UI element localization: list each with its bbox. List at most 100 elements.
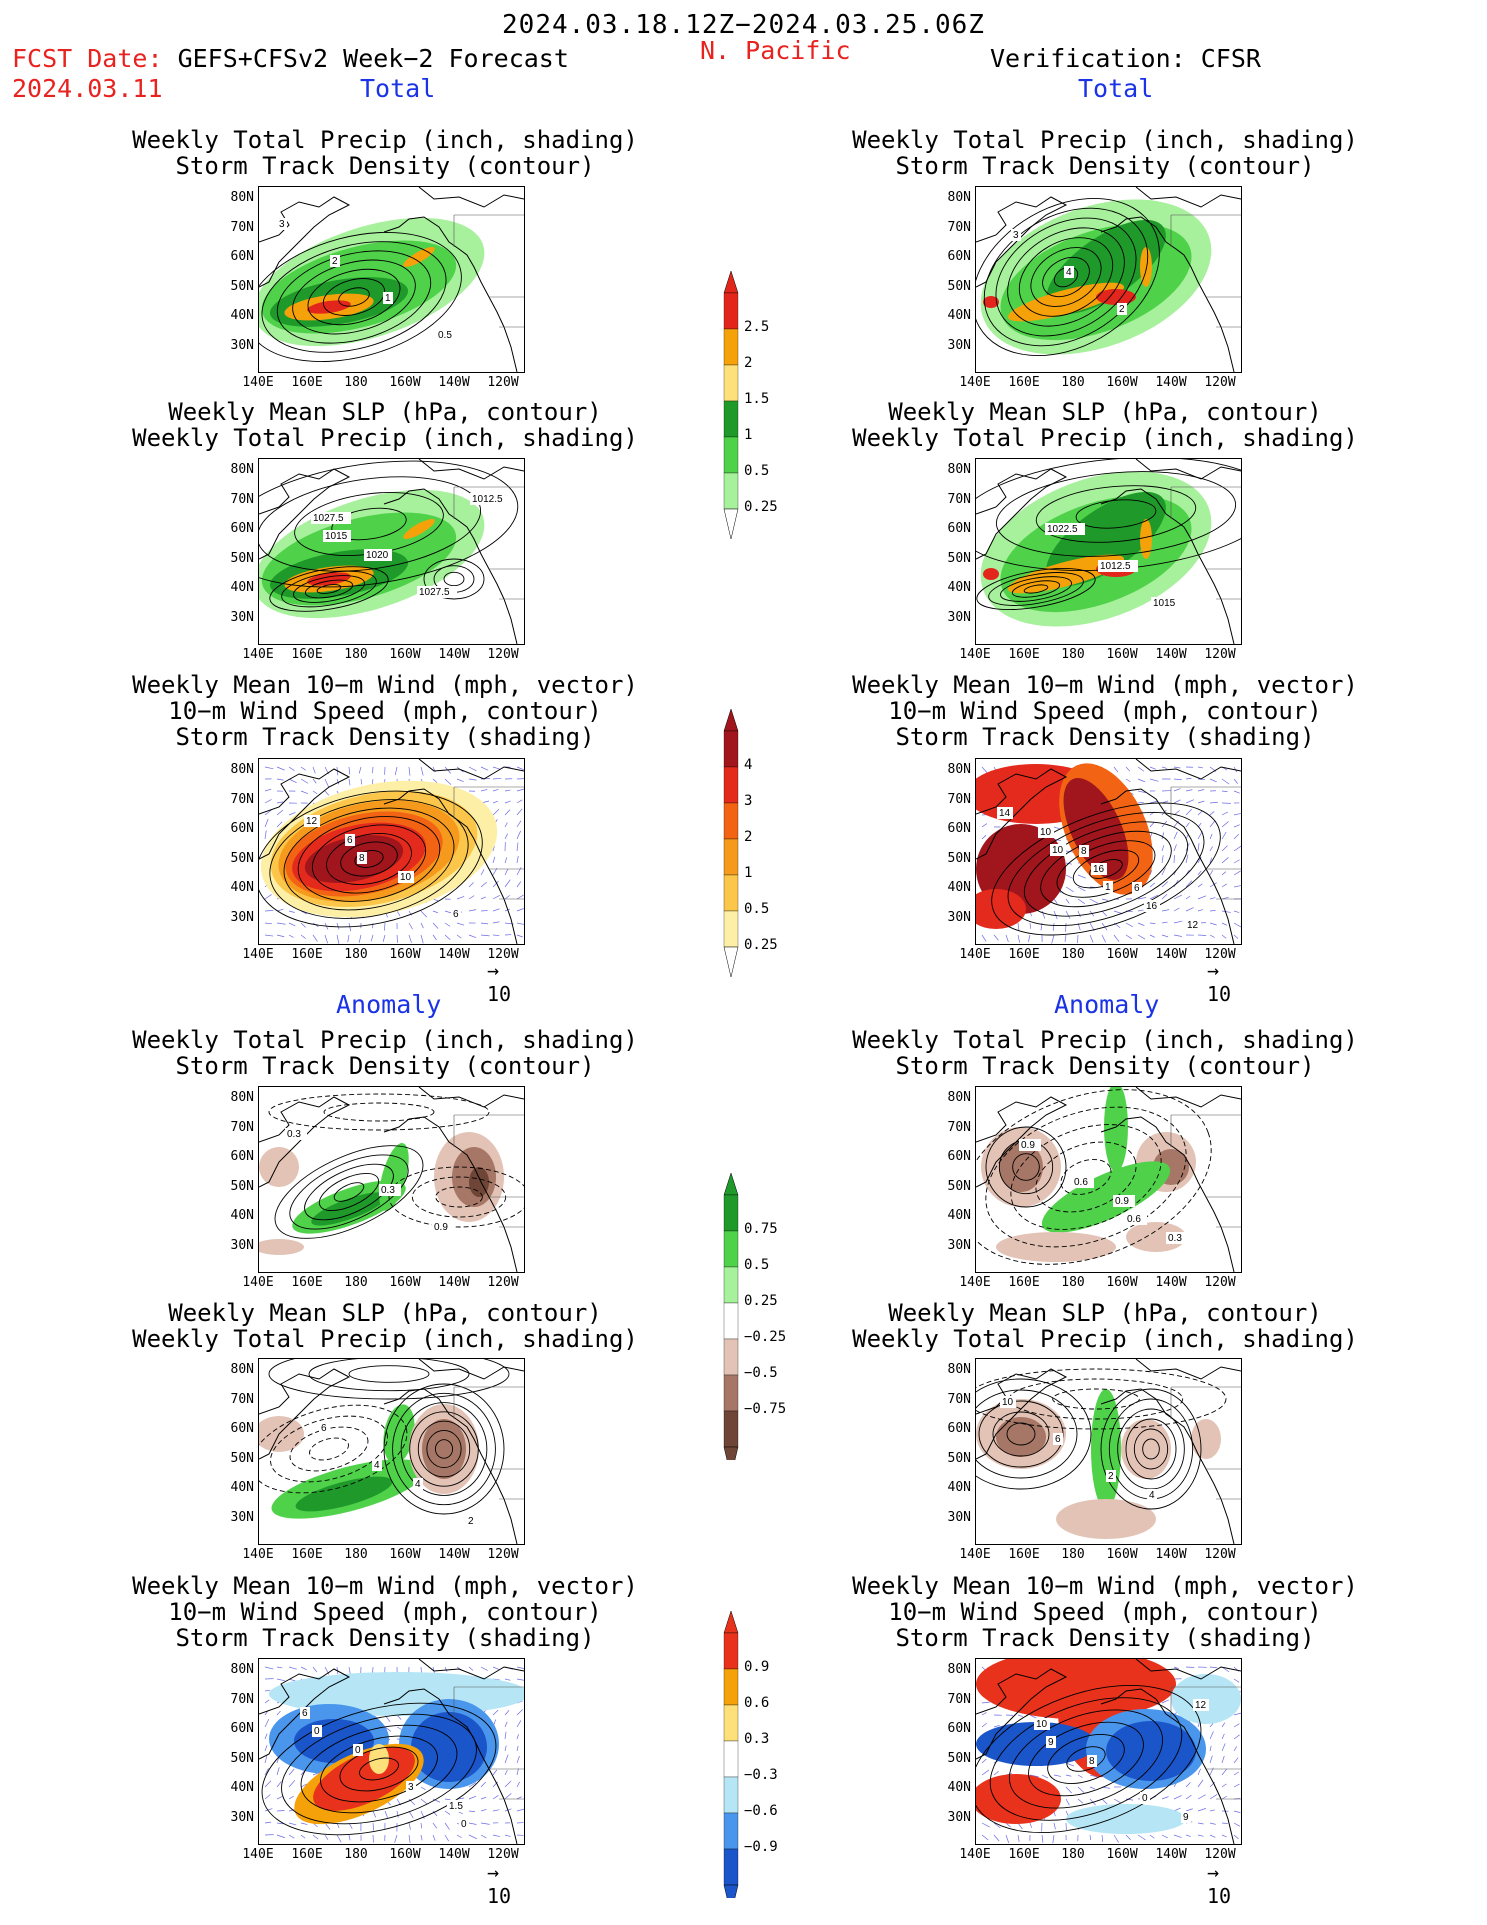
map-canvas: 1022.5 1012.5 1015	[976, 459, 1241, 644]
colorbar-segment	[723, 364, 739, 402]
lon-tick-label: 160W	[1106, 1547, 1138, 1562]
lon-tick-label: 160W	[389, 1547, 421, 1562]
lon-tick-label: 140W	[438, 1847, 470, 1862]
colorbar-tick-label: 0.3	[744, 1731, 770, 1747]
lon-tick-label: 140E	[242, 1547, 274, 1562]
lat-tick-label: 30N	[230, 1509, 254, 1525]
contour-label: 6	[1055, 1434, 1061, 1445]
vector-ref-label: 10	[487, 1884, 512, 1908]
lon-tick-label: 140W	[1155, 1847, 1187, 1862]
lat-tick-label: 80N	[230, 1662, 254, 1677]
lat-tick-label: 60N	[230, 821, 254, 836]
contour-label: 14	[999, 808, 1011, 819]
lat-tick-label: 60N	[947, 249, 971, 264]
lon-tick-label: 180	[1061, 1547, 1085, 1562]
map-panel-fr1: 3 4 2	[975, 186, 1242, 373]
colorbar-segment	[723, 472, 739, 510]
colorbar-segment	[723, 1668, 739, 1706]
contour-label: 2	[468, 1516, 474, 1527]
lat-tick-label: 40N	[230, 1480, 254, 1495]
vector-ref-label: 10	[487, 982, 512, 1006]
colorbar-tick-label: 0.75	[744, 1221, 778, 1237]
contour-label: 10	[1040, 827, 1052, 838]
vector-ref-arrow: → 10	[487, 958, 512, 1006]
colorbar-tick-label: 2	[744, 829, 753, 845]
contour-label: 2	[1108, 1471, 1114, 1482]
contour-label: 1015	[1153, 598, 1176, 609]
caption-anom-fcst-slp-precip: Weekly Mean SLP (hPa, contour) Weekly To…	[132, 1299, 638, 1353]
lat-tick-label: 50N	[947, 1450, 971, 1466]
map-panel-ar1: 0.9 0.3 0.9 0.6 0.6	[975, 1086, 1242, 1273]
contour-label: 6	[302, 1708, 308, 1719]
map-panel-al1: 0.3 0.9 0.3	[258, 1086, 525, 1273]
contour-label: 1015	[325, 531, 348, 542]
colorbar-tick-label: −0.75	[744, 1401, 787, 1417]
lon-tick-label: 120W	[487, 1547, 519, 1562]
colorbar-segment	[723, 874, 739, 912]
lon-tick-label: 160E	[291, 1547, 323, 1562]
contour-label: 4	[1066, 267, 1072, 278]
map-panel-fl1: 3 2 1 0.5	[258, 186, 525, 373]
map-panel-ar2: 4 10 6 2	[975, 1358, 1242, 1545]
lat-tick-label: 30N	[947, 1509, 971, 1525]
lat-tick-label: 40N	[947, 580, 971, 595]
verification-title: Verification: CFSR	[990, 44, 1261, 73]
lat-tick-label: 60N	[230, 249, 254, 264]
lon-tick-label: 160E	[291, 1847, 323, 1862]
caption-verif-slp-precip: Weekly Mean SLP (hPa, contour) Weekly To…	[852, 398, 1358, 452]
lat-tick-label: 80N	[947, 1090, 971, 1105]
lat-tick-label: 30N	[230, 337, 254, 353]
lon-tick-label: 180	[344, 647, 368, 662]
lat-tick-label: 30N	[230, 609, 254, 625]
contour-label: 1027.5	[419, 587, 450, 598]
lon-tick-label: 160W	[1106, 947, 1138, 962]
lon-tick-label: 180	[1061, 647, 1085, 662]
lon-tick-label: 140E	[959, 1847, 991, 1862]
lon-tick-label: 120W	[1204, 1547, 1236, 1562]
map-panel-fr3: 8 6 12 10 16 16 14 10 1	[975, 758, 1242, 945]
lon-tick-label: 140E	[959, 947, 991, 962]
lat-tick-label: 40N	[230, 308, 254, 323]
map-panel-al2: 4 2 6 4	[258, 1358, 525, 1545]
contour-label: 4	[415, 1479, 421, 1490]
contour-label: 0.6	[1074, 1177, 1088, 1188]
region-title: N. Pacific	[700, 36, 851, 65]
lon-tick-label: 140W	[1155, 647, 1187, 662]
lon-tick-label: 140E	[959, 1547, 991, 1562]
lon-tick-label: 120W	[1204, 1847, 1236, 1862]
map-canvas: 0.3 0.9 0.3	[259, 1087, 524, 1272]
lat-tick-label: 60N	[947, 1421, 971, 1436]
lon-tick-label: 160E	[1008, 947, 1040, 962]
lat-tick-label: 60N	[947, 1721, 971, 1736]
lat-tick-label: 80N	[230, 462, 254, 477]
colorbar-tick-label: 0.5	[744, 463, 770, 479]
caption-anom-verif-precip-track: Weekly Total Precip (inch, shading) Stor…	[852, 1026, 1358, 1080]
lon-tick-label: 180	[344, 375, 368, 390]
colorbar-tick-label: 1	[744, 427, 753, 443]
lat-tick-label: 70N	[947, 219, 971, 235]
lat-tick-label: 70N	[230, 1119, 254, 1135]
lon-tick-label: 180	[344, 947, 368, 962]
lat-tick-label: 30N	[947, 337, 971, 353]
lon-tick-label: 160W	[389, 1847, 421, 1862]
colorbar-segment	[723, 1776, 739, 1814]
lon-tick-label: 160E	[291, 375, 323, 390]
contour-label: 1022.5	[1047, 524, 1078, 535]
lat-tick-label: 30N	[230, 1809, 254, 1825]
lat-tick-label: 60N	[947, 1149, 971, 1164]
colorbar-segment	[723, 802, 739, 840]
lat-tick-label: 40N	[230, 580, 254, 595]
lat-tick-label: 40N	[230, 1208, 254, 1223]
map-canvas: 4 10 6 2	[976, 1359, 1241, 1544]
contour-label: 6	[347, 835, 353, 846]
map-canvas: 1027.5 1020 1027.5 1012.5 1015	[259, 459, 524, 644]
lon-tick-label: 160E	[1008, 375, 1040, 390]
lon-tick-label: 160W	[1106, 1275, 1138, 1290]
lat-tick-label: 30N	[947, 1809, 971, 1825]
lon-tick-label: 120W	[1204, 647, 1236, 662]
lon-tick-label: 160E	[291, 947, 323, 962]
contour-label: 1	[385, 293, 391, 304]
lat-tick-label: 80N	[230, 190, 254, 205]
colorbar-precip-total	[723, 270, 739, 540]
